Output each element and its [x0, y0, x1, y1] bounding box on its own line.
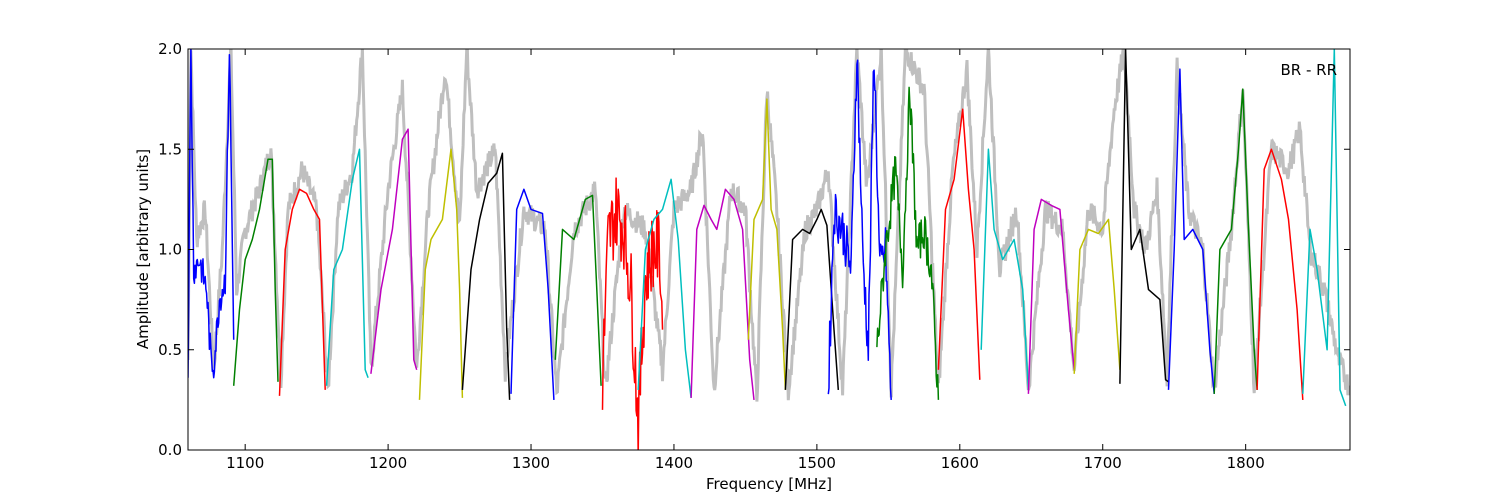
- series-line-19: [1027, 198, 1075, 394]
- series-line-11: [637, 178, 692, 398]
- x-tick-label: 1800: [1227, 454, 1265, 472]
- x-tick-label: 1600: [941, 454, 979, 472]
- series-line-7: [461, 152, 511, 400]
- series-line-24: [1256, 148, 1304, 400]
- background-envelope-line: [188, 49, 1350, 402]
- x-axis-title: Frequency [MHz]: [706, 475, 832, 493]
- x-tick-label: 1300: [512, 454, 550, 472]
- series-line-5: [370, 128, 418, 374]
- series-line-20: [1073, 218, 1121, 374]
- annotation-label: BR - RR: [1280, 61, 1337, 79]
- background-envelope: [188, 49, 1350, 402]
- series-line-18: [980, 148, 1030, 390]
- x-axis-ticks: 1100 1200 1300 1400 1500 1600 1700 1800: [226, 49, 1265, 472]
- x-tick-label: 1700: [1084, 454, 1122, 472]
- series-line-15: [827, 59, 892, 400]
- series-line-3: [278, 188, 326, 396]
- series-line-13: [747, 98, 787, 390]
- series-line-10: [601, 177, 664, 450]
- series-line-4: [325, 148, 369, 386]
- series-line-17: [937, 108, 981, 380]
- series-line-22: [1167, 68, 1215, 394]
- y-tick-label: 2.0: [158, 40, 182, 58]
- y-tick-label: 1.5: [158, 140, 182, 158]
- series-layer: [188, 49, 1347, 450]
- y-axis-title: Amplitude [arbitrary units]: [134, 149, 152, 349]
- y-tick-label: 1.0: [158, 241, 182, 259]
- x-tick-label: 1500: [798, 454, 836, 472]
- y-tick-label: 0.0: [158, 441, 182, 459]
- y-axis-ticks: 0.0 0.5 1.0 1.5 2.0: [158, 40, 1350, 459]
- series-line-16: [876, 86, 940, 400]
- series-line-9: [554, 194, 602, 386]
- y-tick-label: 0.5: [158, 341, 182, 359]
- x-tick-label: 1100: [226, 454, 264, 472]
- x-tick-label: 1200: [369, 454, 407, 472]
- series-line-1: [188, 49, 235, 379]
- x-tick-label: 1400: [655, 454, 693, 472]
- series-line-23: [1213, 88, 1258, 394]
- series-line-2: [232, 158, 279, 386]
- series-line-25: [1302, 49, 1347, 407]
- series-line-12: [690, 188, 755, 400]
- series-line-6: [418, 148, 464, 400]
- series-line-21: [1119, 49, 1169, 384]
- series-line-8: [510, 188, 555, 400]
